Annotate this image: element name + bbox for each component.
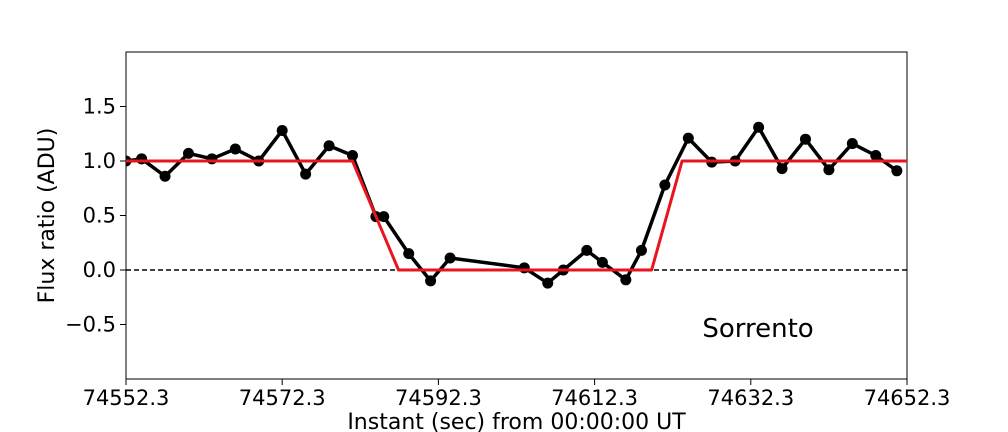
model-fit-line bbox=[126, 159, 907, 272]
data-point bbox=[346, 150, 358, 162]
data-point bbox=[229, 143, 241, 155]
y-axis-label: Flux ratio (ADU) bbox=[35, 128, 60, 304]
data-point bbox=[823, 164, 835, 176]
data-point bbox=[799, 133, 811, 145]
y-tick-label: −0.5 bbox=[65, 313, 116, 337]
y-tick-label: 0.5 bbox=[83, 204, 116, 228]
data-point bbox=[596, 256, 608, 268]
y-axis: −0.5 0.0 0.5 1.0 1.5 bbox=[65, 95, 126, 337]
x-axis-label: Instant (sec) from 00:00:00 UT bbox=[347, 410, 686, 432]
x-tick-label: 74592.3 bbox=[395, 386, 482, 410]
data-point bbox=[870, 150, 882, 162]
x-tick-label: 74612.3 bbox=[551, 386, 638, 410]
data-point bbox=[846, 138, 858, 150]
data-point bbox=[891, 165, 903, 177]
data-point bbox=[444, 252, 456, 264]
data-point bbox=[206, 153, 218, 165]
data-point bbox=[542, 277, 554, 289]
data-point bbox=[659, 179, 671, 191]
y-tick-label: 0.0 bbox=[83, 258, 116, 282]
data-point bbox=[159, 170, 171, 182]
data-point bbox=[620, 274, 632, 286]
x-tick-label: 74632.3 bbox=[707, 386, 794, 410]
x-tick-label: 74572.3 bbox=[239, 386, 326, 410]
station-annotation: Sorrento bbox=[702, 314, 813, 344]
data-point bbox=[403, 248, 415, 260]
data-point bbox=[136, 153, 148, 165]
y-tick-label: 1.0 bbox=[83, 149, 116, 173]
x-tick-label: 74652.3 bbox=[864, 386, 951, 410]
observed-flux-line bbox=[126, 125, 898, 285]
data-point bbox=[378, 211, 390, 223]
data-point bbox=[581, 244, 593, 256]
series-layer bbox=[126, 121, 907, 289]
data-point bbox=[300, 168, 312, 180]
data-point bbox=[518, 262, 530, 274]
data-point bbox=[776, 163, 788, 175]
data-point bbox=[753, 121, 765, 133]
data-point bbox=[635, 244, 647, 256]
data-point bbox=[276, 124, 288, 136]
x-tick-label: 74552.3 bbox=[83, 386, 170, 410]
data-point bbox=[323, 140, 335, 152]
data-point bbox=[182, 147, 194, 159]
data-point bbox=[682, 132, 694, 144]
y-tick-label: 1.5 bbox=[83, 95, 116, 119]
data-point bbox=[425, 275, 437, 287]
x-axis: 74552.3 74572.3 74592.3 74612.3 74632.3 74652… bbox=[83, 379, 951, 410]
